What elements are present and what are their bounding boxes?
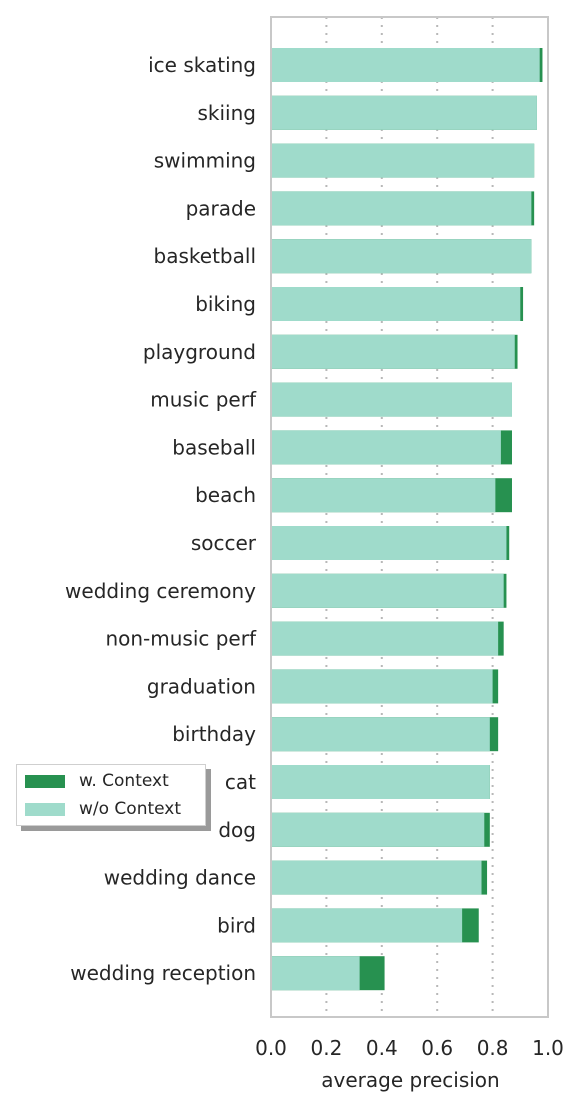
bar-wo-context [271, 526, 507, 560]
category-label: non-music perf [105, 627, 257, 651]
category-label: soccer [191, 531, 257, 555]
bar-wo-context [271, 717, 490, 752]
bar-wo-context [271, 860, 482, 895]
bar-wo-context [271, 908, 463, 943]
bar-wo-context [271, 812, 485, 847]
plot-frame [270, 16, 549, 1018]
category-label: music perf [150, 388, 257, 412]
category-label: wedding reception [70, 961, 256, 985]
category-label: parade [186, 196, 256, 220]
category-label: baseball [172, 435, 256, 459]
category-label: beach [195, 483, 256, 507]
category-label: wedding ceremony [65, 579, 256, 603]
legend-item-wo-context: w/o Context [25, 799, 181, 819]
bar-wo-context [271, 191, 532, 226]
category-label: swimming [154, 149, 256, 173]
category-label: basketball [154, 244, 256, 268]
category-label: cat [225, 770, 256, 794]
bar-wo-context [271, 478, 496, 513]
bar-wo-context [271, 382, 512, 417]
x-axis-label: average precision [321, 1068, 499, 1092]
category-label: wedding dance [104, 866, 256, 890]
bar-wo-context [271, 956, 360, 991]
legend-label-w-context: w. Context [79, 771, 169, 791]
legend-swatch-wo-context [25, 802, 65, 816]
x-tick-label: 0.0 [255, 1036, 287, 1060]
legend: w. Context w/o Context [16, 764, 206, 826]
bar-wo-context [271, 621, 499, 656]
legend-swatch-w-context [25, 774, 65, 788]
legend-item-w-context: w. Context [25, 771, 169, 791]
bar-wo-context [271, 573, 504, 608]
x-tick-label: 0.2 [310, 1036, 342, 1060]
category-label: ice skating [148, 53, 256, 77]
x-tick-label: 0.6 [421, 1036, 453, 1060]
category-label: dog [218, 818, 256, 842]
category-label: skiing [198, 101, 257, 125]
bar-wo-context [271, 334, 515, 369]
bar-wo-context [271, 430, 501, 465]
bar-wo-context [271, 48, 540, 82]
category-label: biking [195, 292, 256, 316]
legend-label-wo-context: w/o Context [79, 799, 182, 819]
bar-wo-context [271, 287, 521, 321]
category-label: graduation [147, 674, 256, 698]
bar-wo-context [271, 143, 535, 178]
bar-wo-context [271, 95, 537, 130]
category-label: bird [217, 913, 256, 937]
bar-wo-context [271, 765, 490, 799]
bar-wo-context [271, 239, 532, 274]
x-tick-label: 0.8 [477, 1036, 509, 1060]
x-tick-label: 0.4 [366, 1036, 398, 1060]
category-label: playground [143, 340, 256, 364]
x-tick-label: 1.0 [532, 1036, 564, 1060]
category-label: birthday [172, 722, 256, 746]
bar-wo-context [271, 669, 493, 704]
